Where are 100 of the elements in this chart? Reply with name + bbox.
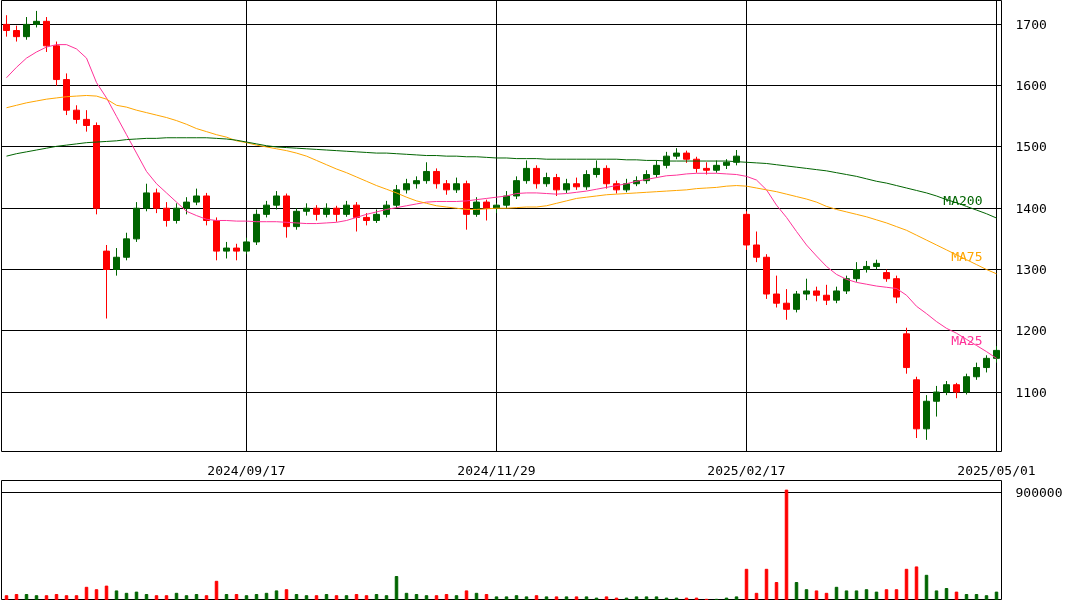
bar — [254, 594, 259, 600]
bar — [694, 597, 699, 600]
bar — [674, 597, 679, 600]
bar — [104, 585, 109, 600]
bar — [584, 596, 589, 600]
bar — [514, 595, 519, 600]
bar — [654, 596, 659, 600]
candlestick — [103, 244, 110, 320]
bar — [64, 595, 69, 600]
bar — [854, 590, 859, 600]
bar — [664, 597, 669, 600]
candlestick — [113, 247, 120, 277]
bar — [14, 594, 19, 600]
bar — [184, 595, 189, 600]
candlestick — [73, 104, 80, 125]
bar — [934, 590, 939, 600]
candlestick — [3, 14, 10, 38]
bar — [614, 597, 619, 600]
bar — [574, 596, 579, 600]
bar — [244, 595, 249, 600]
candlestick — [783, 288, 790, 321]
candlestick — [433, 167, 440, 190]
bar — [154, 595, 159, 600]
bar — [44, 595, 49, 600]
candlestick — [153, 188, 160, 214]
bar — [684, 597, 689, 600]
bar — [304, 595, 309, 600]
candlestick — [523, 159, 530, 185]
bar — [454, 595, 459, 600]
series-label: MA200 — [943, 193, 983, 209]
bar — [134, 591, 139, 600]
bar — [634, 596, 639, 600]
candlestick — [23, 16, 30, 41]
bar — [544, 596, 549, 600]
y-tick-label: 1300 — [1015, 262, 1047, 278]
bar — [314, 595, 319, 600]
y-tick-label: 1100 — [1015, 384, 1047, 400]
candlestick — [83, 109, 90, 133]
candlestick — [123, 232, 130, 261]
bar — [524, 596, 529, 600]
y-tick-label: 1500 — [1015, 139, 1047, 155]
bar — [644, 596, 649, 600]
line-series — [6, 137, 997, 219]
bar — [954, 591, 959, 600]
x-tick-label: 2025/05/01 — [957, 462, 1036, 478]
bar — [144, 594, 149, 600]
x-tick-label: 2024/09/17 — [207, 462, 286, 478]
bar — [434, 595, 439, 600]
candlestick — [583, 169, 590, 191]
candlestick — [353, 201, 360, 233]
bar — [734, 596, 739, 600]
bar — [724, 597, 729, 600]
bar — [414, 594, 419, 600]
candlestick — [933, 385, 940, 418]
bar — [204, 595, 209, 600]
bar — [54, 594, 59, 600]
candlestick — [893, 275, 900, 304]
bar — [74, 595, 79, 600]
bar — [974, 594, 979, 600]
candlestick — [773, 275, 780, 308]
bar — [484, 594, 489, 600]
candlestick — [423, 161, 430, 185]
bar — [24, 594, 29, 600]
bar — [294, 594, 299, 600]
bar — [624, 597, 629, 600]
y-tick-label: 900000 — [1015, 485, 1063, 500]
bar — [444, 594, 449, 600]
candlestick — [173, 202, 180, 225]
candlestick — [823, 284, 830, 306]
candlestick — [473, 196, 480, 218]
bar — [324, 594, 329, 600]
candlestick — [603, 164, 610, 190]
candlestick — [143, 183, 150, 212]
bar — [504, 596, 509, 600]
bar — [424, 595, 429, 600]
bar — [984, 595, 989, 600]
bar — [364, 595, 369, 600]
bar — [964, 594, 969, 600]
bar — [164, 595, 169, 600]
bar — [464, 590, 469, 600]
x-tick-label: 2024/11/29 — [457, 462, 536, 478]
bar — [344, 595, 349, 600]
candlestick — [843, 275, 850, 295]
bar — [874, 591, 879, 600]
bar — [564, 596, 569, 600]
y-tick-label: 1200 — [1015, 323, 1047, 339]
line-series — [6, 94, 997, 275]
candlestick — [163, 201, 170, 228]
bar — [354, 594, 359, 600]
bar — [234, 594, 239, 600]
bar — [4, 595, 9, 600]
candlestick — [963, 373, 970, 396]
candlestick — [793, 290, 800, 313]
y-tick-label: 1400 — [1015, 200, 1047, 216]
bar — [274, 590, 279, 600]
candlestick — [803, 278, 810, 301]
bar — [384, 595, 389, 600]
bar — [534, 595, 539, 600]
bar — [224, 594, 229, 600]
bar — [844, 590, 849, 600]
